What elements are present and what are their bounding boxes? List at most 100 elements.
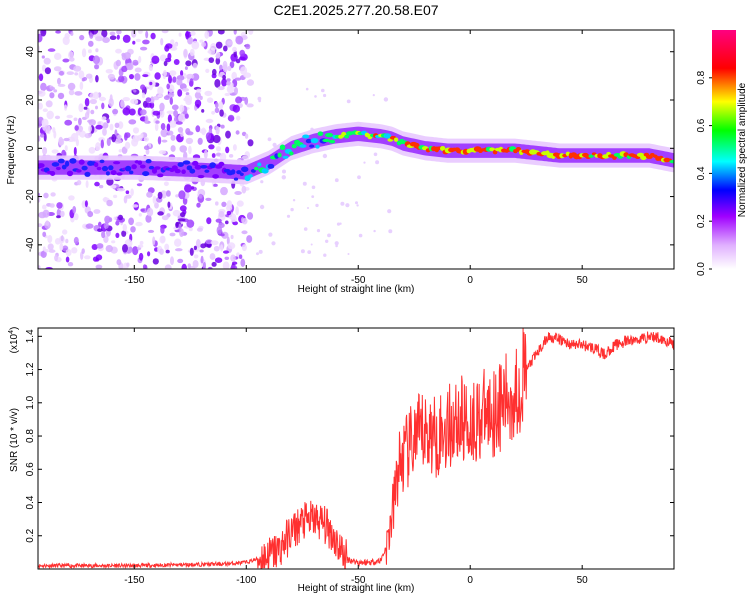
noise-blob (177, 218, 186, 222)
noise-blob (173, 59, 180, 65)
noise-blob (236, 200, 244, 207)
noise-blob (132, 246, 139, 256)
noise-blob (292, 199, 296, 202)
noise-blob (217, 30, 225, 35)
noise-blob (56, 215, 61, 219)
noise-blob (42, 147, 48, 155)
ridge-blob (113, 161, 121, 165)
noise-blob (221, 201, 227, 207)
ridge-blob (282, 155, 289, 159)
ridge-blob (154, 166, 161, 170)
ridge-blob (257, 162, 262, 167)
noise-blob (66, 71, 75, 75)
noise-blob (61, 229, 68, 235)
noise-blob (238, 254, 243, 259)
noise-blob (336, 222, 341, 226)
noise-blob (200, 255, 204, 264)
noise-blob (235, 96, 243, 104)
x-tick-label: -50 (351, 575, 366, 586)
noise-blob (158, 150, 167, 155)
y-tick-label: 0.6 (25, 462, 36, 476)
snr-plot: -150 -100 -50 0 50 0.2 0.4 0.6 0.8 1.0 1.2 1.4 Hei… (8, 327, 675, 594)
noise-blob (171, 104, 179, 111)
ridge-blob (105, 171, 110, 176)
noise-blob (84, 133, 92, 139)
noise-blob (167, 201, 171, 208)
ridge-blob (241, 166, 249, 173)
noise-blob (133, 62, 139, 66)
snr-y-ticks: 0.2 0.4 0.6 0.8 1.0 1.2 1.4 (25, 329, 674, 543)
spectrogram-y-label: Frequency (Hz) (6, 116, 17, 185)
noise-blob (356, 204, 359, 207)
ridge-blob (55, 166, 61, 171)
noise-blob (207, 266, 213, 269)
noise-blob (209, 253, 216, 260)
noise-blob (109, 123, 114, 131)
ridge-blob (279, 144, 286, 151)
noise-blob (73, 117, 78, 122)
x-tick-label: 50 (577, 275, 589, 286)
noise-blob (121, 230, 127, 237)
ridge-blob (116, 172, 123, 176)
noise-blob (140, 133, 144, 138)
ridge-blob (254, 166, 259, 171)
noise-blob (180, 70, 184, 77)
ridge-blob (209, 162, 217, 169)
noise-blob (175, 248, 183, 252)
noise-blob (56, 208, 62, 218)
y-tick-label: -40 (25, 237, 36, 252)
noise-blob (40, 250, 47, 258)
noise-blob (42, 108, 48, 112)
noise-blob (132, 204, 139, 208)
noise-blob (95, 124, 103, 130)
noise-blob (226, 200, 233, 209)
ridge-blob (108, 165, 114, 171)
noise-blob (210, 240, 219, 246)
noise-blob (132, 40, 136, 45)
ridge-blob (299, 144, 307, 148)
ridge-blob (218, 161, 225, 167)
noise-blob (186, 219, 195, 228)
noise-blob (147, 229, 155, 233)
noise-blob (73, 65, 82, 72)
noise-blob (38, 196, 41, 203)
noise-blob (181, 263, 187, 269)
spectrogram-plot: -150 -100 -50 0 50 -40 -20 0 20 40 Height of str… (6, 29, 675, 295)
noise-blob (180, 212, 186, 218)
noise-blob (327, 233, 331, 238)
noise-blob (45, 220, 50, 226)
noise-blob (130, 98, 139, 105)
noise-blob (219, 64, 223, 71)
noise-blob (95, 75, 99, 83)
ridge-blob (101, 165, 109, 172)
ridge-blob (277, 152, 282, 158)
noise-blob (220, 124, 225, 129)
noise-blob (325, 239, 329, 243)
noise-blob (113, 216, 118, 221)
noise-blob (184, 184, 192, 193)
noise-blob (102, 122, 109, 129)
noise-blob (175, 121, 183, 125)
noise-blob (92, 55, 100, 65)
noise-blob (235, 59, 241, 64)
noise-blob (74, 91, 83, 96)
snr-marks (38, 328, 674, 569)
ridge-blob (157, 173, 164, 178)
noise-blob (79, 130, 86, 138)
noise-blob (169, 120, 177, 128)
colorbar-tick-label: 0.4 (696, 166, 707, 180)
noise-blob (227, 242, 236, 250)
noise-blob (95, 142, 101, 151)
noise-blob (159, 109, 165, 118)
noise-blob (195, 125, 201, 133)
snr-frame (37, 327, 675, 570)
noise-blob (240, 66, 248, 75)
noise-blob (144, 115, 149, 124)
noise-blob (300, 249, 305, 254)
ridge-blob (325, 132, 334, 138)
noise-blob (334, 178, 339, 183)
noise-blob (49, 86, 56, 91)
noise-blob (62, 36, 70, 46)
noise-blob (178, 190, 186, 200)
noise-blob (38, 102, 43, 110)
